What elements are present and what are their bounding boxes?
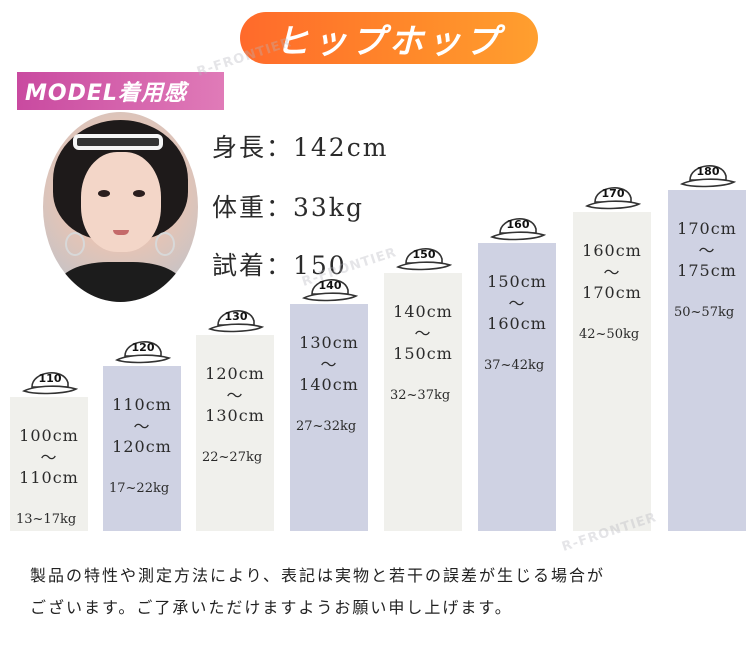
height-max: 110cm bbox=[19, 468, 79, 487]
model-label-text: MODEL着用感 bbox=[25, 81, 187, 106]
cap-icon: 130 bbox=[208, 310, 264, 333]
height-tilde: ～ bbox=[698, 241, 716, 260]
height-tilde: ～ bbox=[320, 355, 338, 374]
height-min: 170cm bbox=[677, 219, 737, 238]
height-max: 130cm bbox=[205, 406, 265, 425]
height-max: 120cm bbox=[112, 437, 172, 456]
weight-range: 42~50kg bbox=[579, 327, 640, 342]
height-tilde: ～ bbox=[226, 386, 244, 405]
cap-size-label: 110 bbox=[39, 372, 62, 385]
model-photo bbox=[43, 112, 198, 302]
height-max: 140cm bbox=[299, 375, 359, 394]
cap-size-label: 130 bbox=[225, 310, 248, 323]
height-tilde: ～ bbox=[603, 263, 621, 282]
height-min: 140cm bbox=[393, 302, 453, 321]
size-column-130: 120cm ～ 130cm 22~27kg bbox=[196, 335, 274, 531]
height-tilde: ～ bbox=[40, 448, 58, 467]
cap-icon: 120 bbox=[115, 341, 171, 364]
weight-range: 50~57kg bbox=[674, 305, 735, 320]
cap-icon: 160 bbox=[490, 218, 546, 241]
cap-size-label: 160 bbox=[507, 218, 530, 231]
weight-range: 32~37kg bbox=[390, 388, 451, 403]
cap-size-label: 170 bbox=[602, 187, 625, 200]
title-banner: ヒップホップ bbox=[240, 12, 538, 64]
height-min: 100cm bbox=[19, 426, 79, 445]
size-column-180: 170cm ～ 175cm 50~57kg bbox=[668, 190, 746, 531]
size-column-110: 100cm ～ 110cm 13~17kg bbox=[10, 397, 88, 531]
weight-range: 13~17kg bbox=[16, 512, 77, 527]
cap-size-label: 140 bbox=[319, 279, 342, 292]
height-max: 170cm bbox=[582, 283, 642, 302]
weight-range: 17~22kg bbox=[109, 481, 170, 496]
weight-range: 22~27kg bbox=[202, 450, 263, 465]
cap-size-label: 150 bbox=[413, 248, 436, 261]
height-min: 130cm bbox=[299, 333, 359, 352]
model-height: 身長：142cm bbox=[212, 133, 389, 162]
height-tilde: ～ bbox=[133, 417, 151, 436]
size-column-170: 160cm ～ 170cm 42~50kg bbox=[573, 212, 651, 531]
height-min: 160cm bbox=[582, 241, 642, 260]
cap-icon: 150 bbox=[396, 248, 452, 271]
height-max: 150cm bbox=[393, 344, 453, 363]
size-column-140: 130cm ～ 140cm 27~32kg bbox=[290, 304, 368, 531]
cap-size-label: 120 bbox=[132, 341, 155, 354]
height-min: 120cm bbox=[205, 364, 265, 383]
height-min: 110cm bbox=[112, 395, 172, 414]
size-column-160: 150cm ～ 160cm 37~42kg bbox=[478, 243, 556, 531]
size-column-150: 140cm ～ 150cm 32~37kg bbox=[384, 273, 462, 531]
cap-icon: 170 bbox=[585, 187, 641, 210]
disclaimer-line-1: 製品の特性や測定方法により、表記は実物と若干の誤差が生じる場合が bbox=[30, 566, 606, 585]
weight-range: 37~42kg bbox=[484, 358, 545, 373]
weight-range: 27~32kg bbox=[296, 419, 357, 434]
height-tilde: ～ bbox=[414, 324, 432, 343]
cap-icon: 180 bbox=[680, 165, 736, 188]
model-label: MODEL着用感 bbox=[17, 72, 224, 110]
cap-size-label: 180 bbox=[697, 165, 720, 178]
model-weight: 体重：33kg bbox=[212, 193, 364, 222]
title-text: ヒップホップ bbox=[275, 21, 503, 62]
size-column-120: 110cm ～ 120cm 17~22kg bbox=[103, 366, 181, 531]
cap-icon: 110 bbox=[22, 372, 78, 395]
height-max: 160cm bbox=[487, 314, 547, 333]
disclaimer-line-2: ございます。ご了承いただけますようお願い申し上げます。 bbox=[30, 598, 513, 617]
height-max: 175cm bbox=[677, 261, 737, 280]
height-tilde: ～ bbox=[508, 294, 526, 313]
cap-icon: 140 bbox=[302, 279, 358, 302]
height-min: 150cm bbox=[487, 272, 547, 291]
model-fit-size: 試着：150 bbox=[212, 251, 347, 280]
